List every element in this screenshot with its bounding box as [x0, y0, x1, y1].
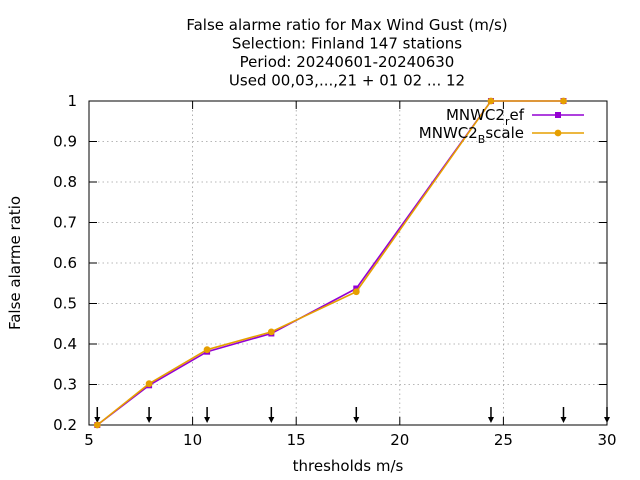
- axis-ticks: 0.20.30.40.50.60.70.80.915 10 15 20 25 30: [53, 92, 616, 449]
- threshold-arrow-head: [94, 417, 101, 423]
- threshold-arrow-head: [204, 417, 211, 423]
- grid-lines: [89, 101, 607, 425]
- legend-marker-0: [555, 112, 561, 118]
- series-point-1: [487, 97, 495, 105]
- threshold-arrow-head: [604, 417, 610, 423]
- title-line: Period: 20240601-20240630: [240, 53, 455, 71]
- y-tick-label: 1: [67, 92, 77, 110]
- threshold-arrow-head: [560, 417, 567, 423]
- series-point-1: [93, 421, 101, 429]
- y-axis-label: False alarme ratio: [6, 196, 24, 330]
- title-line: Used 00,03,...,21 + 01 02 ... 12: [229, 72, 465, 90]
- x-tick-label: 20: [390, 431, 409, 449]
- chart-title: False alarme ratio for Max Wind Gust (m/…: [186, 16, 507, 90]
- y-tick-label: 0.8: [53, 173, 77, 191]
- threshold-arrow-head: [268, 417, 275, 423]
- series-point-1: [267, 328, 275, 336]
- title-line: Selection: Finland 147 stations: [232, 35, 462, 53]
- series-line-1: [96, 100, 564, 426]
- y-tick-label: 0.7: [53, 214, 77, 232]
- y-tick-label: 0.3: [53, 376, 77, 394]
- x-tick-label: 25: [494, 431, 513, 449]
- y-tick-label: 0.2: [53, 416, 77, 434]
- x-tick-label: 30: [597, 431, 616, 449]
- series-point-1: [352, 288, 360, 296]
- x-axis-label: thresholds m/s: [293, 457, 404, 475]
- threshold-arrow-head: [146, 417, 153, 423]
- legend-label-0: MNWC2ref: [446, 106, 525, 128]
- threshold-arrow-head: [353, 417, 360, 423]
- series-point-1: [145, 380, 153, 388]
- series-point-1: [203, 346, 211, 354]
- title-line: False alarme ratio for Max Wind Gust (m/…: [186, 16, 507, 34]
- threshold-markers: [94, 407, 610, 423]
- x-tick-label: 10: [183, 431, 202, 449]
- y-tick-label: 0.9: [53, 133, 77, 151]
- series-lines: [93, 97, 567, 429]
- y-tick-label: 0.6: [53, 254, 77, 272]
- series-point-1: [560, 97, 567, 105]
- series-line-0: [96, 100, 564, 426]
- x-tick-label: 5: [84, 431, 94, 449]
- legend-label-1: MNWC2Bscale: [419, 124, 524, 146]
- legend-marker-1: [554, 129, 562, 137]
- y-tick-label: 0.4: [53, 335, 77, 353]
- y-tick-label: 0.5: [53, 295, 77, 313]
- threshold-arrow-head: [487, 417, 494, 423]
- x-tick-label: 15: [287, 431, 306, 449]
